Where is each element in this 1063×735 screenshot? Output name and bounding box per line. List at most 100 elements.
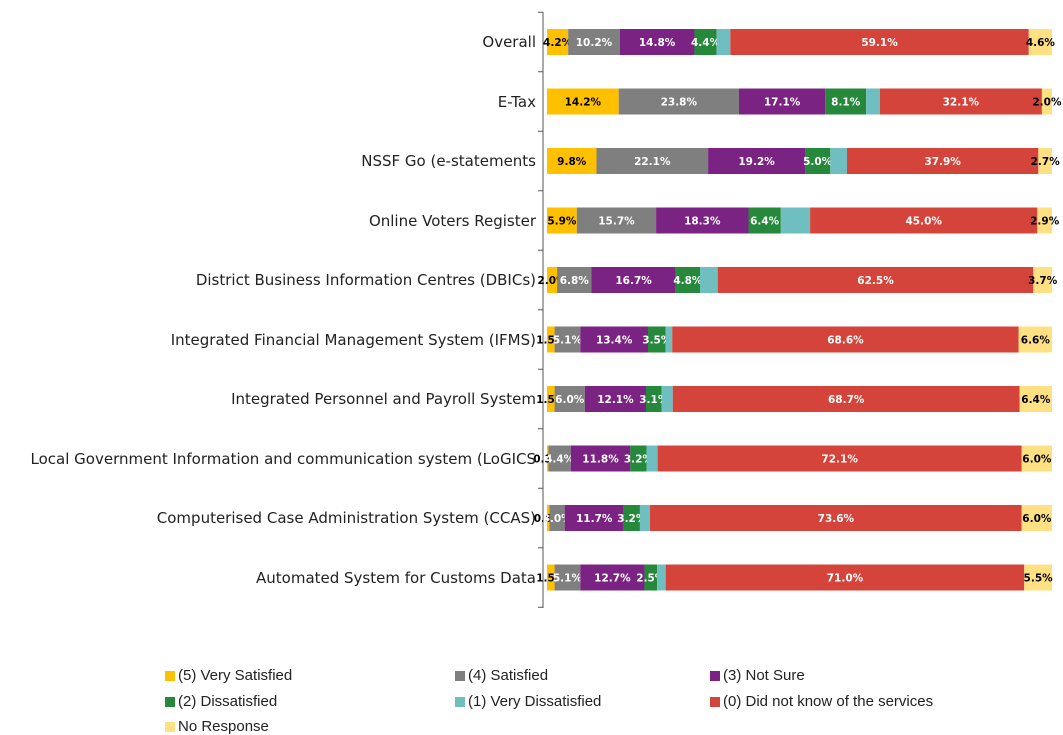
data-label: 3.5% — [642, 335, 672, 347]
bar-segment — [1019, 386, 1052, 412]
data-label: 17.1% — [764, 97, 801, 109]
legend-swatch — [710, 696, 720, 707]
bar-segment — [738, 88, 826, 115]
data-label: 6.0% — [555, 394, 585, 406]
category-label: Computerised Case Administration System … — [156, 509, 536, 527]
data-label: 22.1% — [634, 156, 671, 168]
legend-label: (0) Did not know of the services — [723, 693, 934, 710]
bar-segment — [1037, 207, 1052, 234]
bar-segment — [780, 207, 811, 234]
legend-item: (3) Not Sure — [710, 667, 805, 684]
data-label: 2.7% — [1031, 156, 1061, 168]
data-label: 3.2% — [617, 513, 647, 525]
legend-swatch — [455, 696, 465, 707]
bar-segment — [576, 207, 657, 234]
bar-segment — [1038, 148, 1052, 174]
bar-segment — [547, 564, 555, 591]
data-label: 4.4% — [691, 37, 721, 49]
data-label: 11.8% — [582, 454, 619, 466]
category-label: Local Government Information and communi… — [30, 449, 536, 468]
data-label: 4.2% — [543, 37, 573, 49]
bar-segment — [547, 29, 569, 55]
legend-swatch — [455, 670, 465, 681]
data-label: 3.1% — [639, 394, 669, 406]
bar-segment — [547, 207, 577, 234]
bar-segment — [623, 505, 640, 531]
bar-segment — [846, 148, 1039, 174]
data-label: 73.6% — [818, 513, 855, 525]
data-label: 59.1% — [861, 37, 898, 49]
data-label: 9.8% — [557, 156, 587, 168]
legend-swatch — [165, 670, 175, 681]
data-label: 14.2% — [565, 97, 602, 109]
legend-item: (1) Very Dissatisfied — [455, 693, 601, 710]
bar-segment — [644, 564, 658, 591]
data-label: 62.5% — [857, 275, 894, 287]
data-label: 4.6% — [1026, 37, 1056, 49]
data-label: 45.0% — [906, 216, 943, 228]
bar-segment — [547, 148, 597, 174]
data-label: 6.0% — [1022, 454, 1052, 466]
bar-segment — [548, 445, 571, 472]
bar-segment — [1041, 88, 1052, 115]
data-label: 5.9% — [547, 216, 577, 228]
data-label: 6.0% — [1022, 513, 1052, 525]
data-label: 6.8% — [560, 275, 590, 287]
bar-segment — [554, 386, 585, 412]
data-label: 5.5% — [1024, 573, 1054, 585]
legend-item: No Response — [165, 718, 269, 735]
legend-item: (5) Very Satisfied — [165, 667, 292, 684]
legend-item: (2) Dissatisfied — [165, 693, 277, 710]
bar-segment — [879, 88, 1042, 115]
data-label: 72.1% — [821, 454, 858, 466]
bar-segment — [694, 29, 717, 55]
bar-segment — [717, 267, 1034, 293]
category-label: Online Voters Register — [368, 211, 536, 230]
bar-segment — [672, 386, 1020, 412]
bar-segment — [716, 29, 731, 55]
data-label: 4.4% — [545, 454, 575, 466]
bar-segment — [657, 445, 1022, 472]
bar-segment — [547, 445, 549, 472]
bar-segment — [1033, 267, 1052, 293]
legend-swatch — [710, 670, 720, 681]
bar-segment — [665, 326, 673, 353]
bar-segment — [675, 267, 701, 293]
category-label: Automated System for Customs Data — [256, 568, 536, 587]
data-label: 6.4% — [750, 216, 780, 228]
data-label: 8.1% — [831, 97, 861, 109]
data-label: 2.0% — [1032, 97, 1062, 109]
bar-segment — [650, 505, 1022, 531]
bar-segment — [570, 445, 631, 472]
bar-segment — [568, 29, 620, 55]
data-label: 14.8% — [639, 37, 676, 49]
bar-segment — [564, 505, 624, 531]
bar-segment — [730, 29, 1029, 55]
legend-label: (2) Dissatisfied — [178, 693, 278, 710]
legend-label: No Response — [178, 718, 269, 735]
bar-segment — [700, 267, 718, 293]
bar-segment — [1018, 326, 1052, 353]
data-label: 5.1% — [553, 335, 583, 347]
data-label: 2.9% — [1030, 216, 1060, 228]
data-label: 3.2% — [624, 454, 654, 466]
bar-segment — [618, 88, 739, 115]
legend-label: (3) Not Sure — [723, 667, 805, 684]
bar-segment — [672, 326, 1019, 353]
bar-segment — [656, 207, 749, 234]
data-label: 32.1% — [943, 97, 980, 109]
data-label: 19.2% — [738, 156, 775, 168]
legend-swatch — [165, 696, 175, 707]
data-label: 12.7% — [594, 573, 631, 585]
data-label: 18.3% — [684, 216, 721, 228]
data-label: 71.0% — [827, 573, 864, 585]
bar-segment — [549, 505, 565, 531]
bar-segment — [1028, 29, 1052, 55]
bar-segment — [554, 326, 581, 353]
bar-segment — [657, 564, 666, 591]
bar-segment — [547, 505, 550, 531]
data-label: 3.7% — [1028, 275, 1058, 287]
legend-label: (1) Very Dissatisfied — [468, 693, 602, 710]
